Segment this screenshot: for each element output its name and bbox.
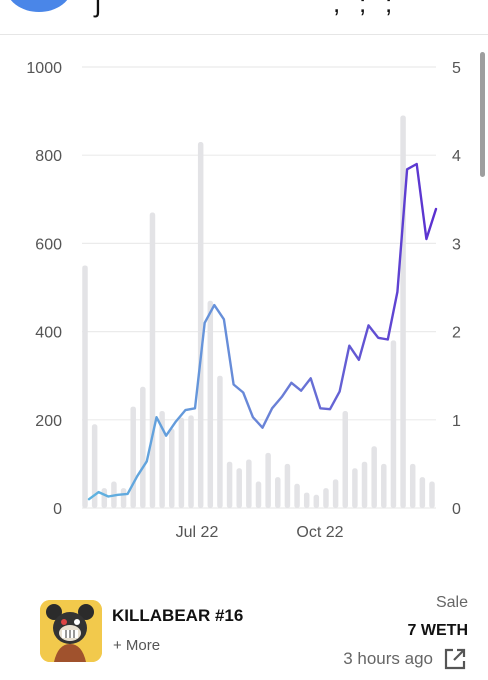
volume-bar (255, 481, 262, 508)
left-tick-label: 400 (35, 325, 62, 342)
nft-name[interactable]: KILLABEAR #16 (112, 606, 244, 625)
external-link-icon[interactable] (443, 647, 467, 671)
transaction-type: Sale (435, 594, 468, 611)
volume-bar (130, 406, 136, 508)
price-series-line (87, 162, 438, 501)
right-axis-labels: 5 4 3 2 1 0 (452, 60, 461, 518)
x-tick-label: Jul 22 (176, 524, 219, 541)
volume-bar (101, 488, 108, 508)
volume-bar (361, 461, 368, 508)
header-glyph-1: ʃ (95, 0, 105, 18)
app-header: ʃ , ; ; (0, 0, 488, 35)
volume-bar (246, 459, 252, 508)
volume-bar (332, 479, 339, 508)
volume-bar (400, 115, 406, 508)
volume-bar (197, 141, 204, 508)
profile-avatar[interactable] (6, 0, 72, 12)
more-link[interactable]: + More (113, 637, 161, 654)
left-tick-label: 1000 (26, 60, 62, 77)
volume-bar (120, 488, 127, 508)
header-glyph-3: ; (359, 0, 371, 18)
volume-bar (352, 468, 358, 508)
left-tick-label: 600 (35, 236, 62, 253)
volume-bars (82, 115, 435, 508)
volume-bar (429, 481, 435, 508)
right-tick-label: 3 (452, 236, 461, 253)
header-glyph-2: , (333, 0, 345, 18)
volume-bar (188, 415, 194, 508)
volume-bar (342, 410, 348, 508)
volume-bar (169, 428, 175, 508)
volume-bar (323, 488, 329, 508)
volume-bar (275, 477, 281, 508)
left-tick-label: 800 (35, 148, 62, 165)
volume-bar (82, 265, 88, 508)
activity-row[interactable]: KILLABEAR #16 + More Sale 7 WETH 3 hours… (0, 590, 488, 680)
volume-bar (265, 452, 271, 508)
volume-bar (226, 461, 233, 508)
volume-bar (390, 340, 397, 508)
price-line (87, 162, 438, 501)
nft-thumbnail[interactable] (40, 600, 102, 662)
volume-bar (178, 417, 185, 508)
volume-bar (419, 477, 426, 508)
price-volume-chart: 1000 800 600 400 200 0 5 4 3 2 1 0 Jul 22 Oct 22 (26, 60, 461, 541)
left-tick-label: 0 (53, 501, 62, 518)
transaction-time: 3 hours ago (343, 649, 433, 668)
left-axis-labels: 1000 800 600 400 200 0 (26, 60, 62, 518)
left-tick-label: 200 (35, 413, 62, 430)
transaction-price: 7 WETH (407, 622, 468, 639)
right-tick-label: 4 (452, 148, 461, 165)
right-tick-label: 2 (452, 325, 461, 342)
volume-bar (381, 463, 387, 508)
volume-bar (91, 424, 98, 508)
volume-bar (409, 463, 416, 508)
volume-bar (149, 212, 156, 508)
right-tick-label: 1 (452, 413, 461, 430)
x-axis-labels: Jul 22 Oct 22 (176, 524, 344, 541)
volume-bar (159, 410, 165, 508)
volume-bar (217, 375, 223, 508)
header-glyph-4: ; (385, 0, 397, 18)
x-tick-label: Oct 22 (296, 524, 343, 541)
right-tick-label: 0 (452, 501, 461, 518)
scrollbar[interactable] (480, 52, 485, 177)
volume-bar (207, 300, 214, 508)
header-title-cropped: ʃ , ; ; (95, 0, 415, 18)
volume-bar (284, 463, 291, 508)
volume-bar (140, 386, 146, 508)
volume-bar (371, 446, 377, 508)
volume-bar (236, 468, 242, 508)
killabear-image (40, 600, 102, 662)
volume-bar (303, 492, 310, 508)
volume-bar (313, 494, 320, 508)
volume-bar (294, 483, 300, 508)
right-tick-label: 5 (452, 60, 461, 77)
